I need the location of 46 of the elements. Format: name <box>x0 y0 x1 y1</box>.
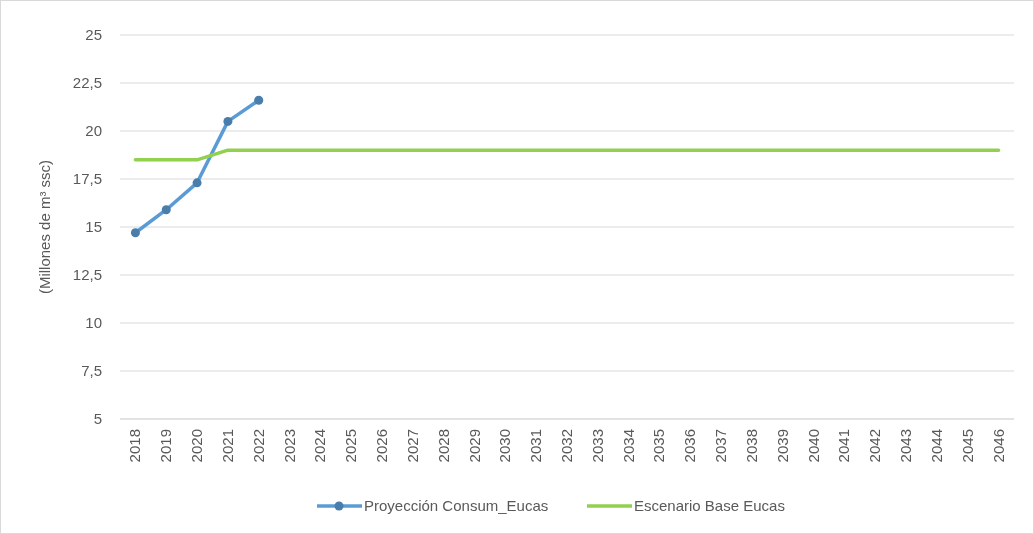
x-tick-label: 2019 <box>157 429 175 463</box>
point <box>130 228 140 238</box>
y-tick-label: 10 <box>85 314 102 332</box>
x-tick-label: 2030 <box>496 429 514 463</box>
x-tick-label: 2041 <box>835 429 853 463</box>
x-tick-label: 2027 <box>403 429 421 463</box>
x-tick-label: 2040 <box>804 429 822 463</box>
x-tick-label: 2038 <box>742 429 760 463</box>
y-tick-label: 15 <box>85 218 102 236</box>
x-tick-label: 2031 <box>527 429 545 463</box>
x-tick-label: 2026 <box>373 429 391 463</box>
x-tick-label: 2029 <box>465 429 483 463</box>
x-tick-label: 2036 <box>681 429 699 463</box>
x-tick-label: 2046 <box>989 429 1007 463</box>
x-tick-label: 2021 <box>218 429 236 463</box>
y-tick-label: 25 <box>85 26 102 44</box>
y-tick-label: 7,5 <box>81 362 102 380</box>
x-tick-label: 2025 <box>342 429 360 463</box>
y-tick-label: 12,5 <box>72 266 102 284</box>
point <box>161 205 171 215</box>
x-tick-label: 2023 <box>280 429 298 463</box>
y-tick-label: 5 <box>93 410 102 428</box>
x-tick-label: 2045 <box>958 429 976 463</box>
x-tick-label: 2022 <box>249 429 267 463</box>
y-axis-title: (Millones de m³ ssc) <box>36 159 53 295</box>
x-tick-label: 2034 <box>619 429 637 463</box>
x-tick-label: 2043 <box>897 429 915 463</box>
x-tick-label: 2020 <box>188 429 206 463</box>
y-tick-label: 17,5 <box>72 170 102 188</box>
legend-label: Proyección Consum_Eucas <box>364 497 549 515</box>
x-tick-label: 2018 <box>126 429 144 463</box>
y-tick-label: 20 <box>85 122 102 140</box>
x-tick-label: 2044 <box>927 429 945 463</box>
x-tick-label: 2037 <box>712 429 730 463</box>
point <box>254 95 264 105</box>
x-tick-label: 2024 <box>311 429 329 463</box>
x-tick-label: 2028 <box>434 429 452 463</box>
x-tick-label: 2032 <box>558 429 575 463</box>
point <box>192 178 202 188</box>
y-tick-label: 22,5 <box>72 74 102 92</box>
x-tick-label: 2042 <box>866 429 884 463</box>
x-tick-label: 2039 <box>773 429 791 463</box>
point <box>223 116 233 126</box>
x-tick-label: 2035 <box>650 429 668 463</box>
legend-label: Escenario Base Eucas <box>634 497 785 515</box>
x-tick-label: 2033 <box>588 429 606 463</box>
